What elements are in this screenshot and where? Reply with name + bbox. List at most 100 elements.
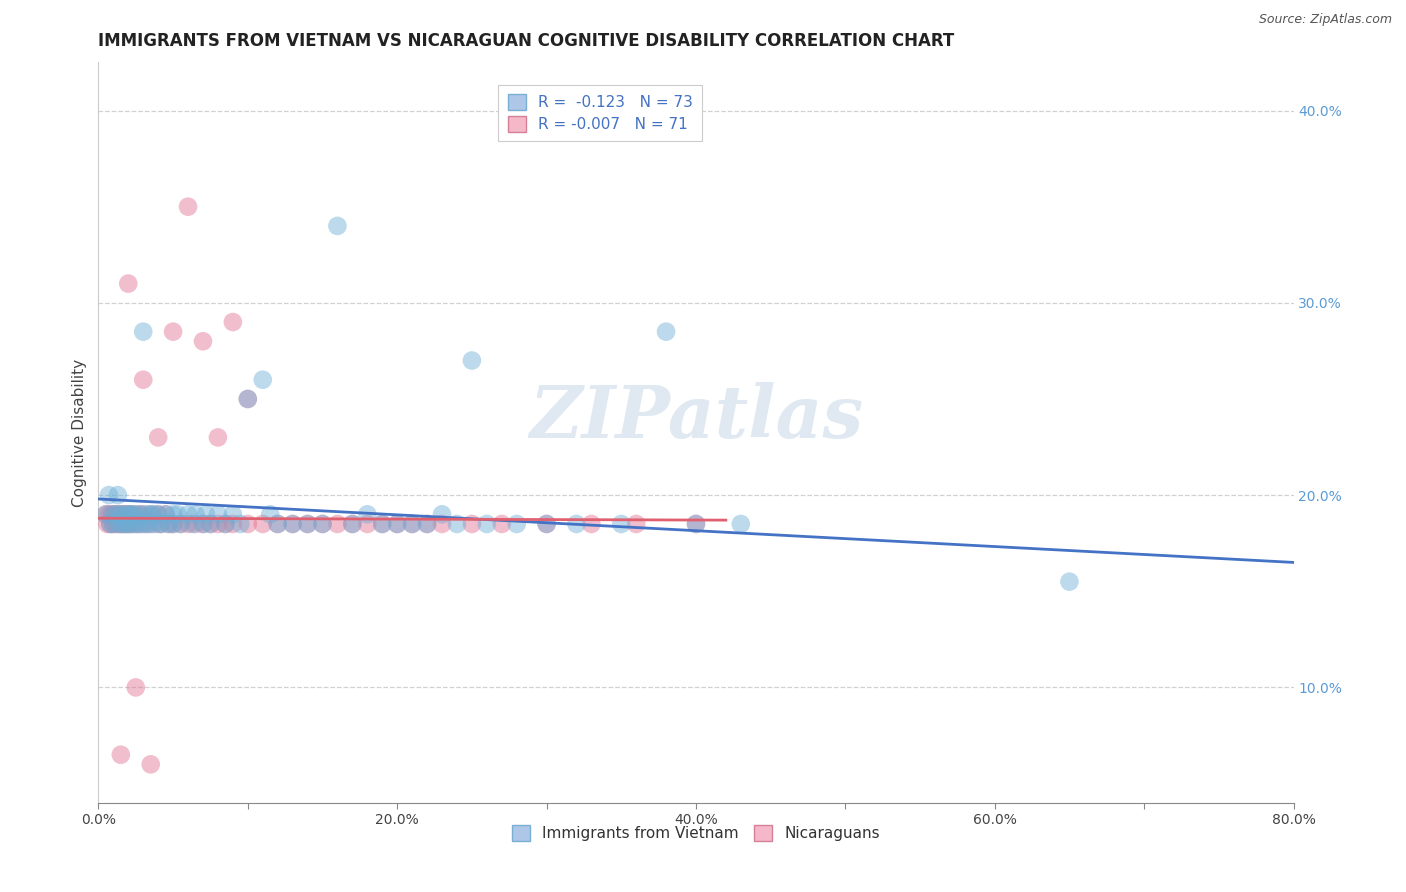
Point — [103, 508, 125, 522]
Point — [117, 516, 139, 531]
Point — [150, 516, 173, 531]
Point — [371, 516, 394, 531]
Point — [94, 508, 117, 522]
Point — [214, 516, 236, 531]
Point — [97, 508, 120, 522]
Point — [326, 516, 349, 531]
Point — [117, 516, 139, 531]
Point — [184, 516, 207, 531]
Point — [155, 508, 177, 522]
Point — [139, 516, 162, 531]
Point — [491, 516, 513, 531]
Point — [342, 516, 364, 531]
Point — [108, 516, 131, 531]
Point — [236, 392, 259, 406]
Point — [259, 508, 281, 522]
Point — [685, 516, 707, 531]
Point — [110, 747, 132, 762]
Point — [214, 516, 236, 531]
Point — [132, 325, 155, 339]
Point — [135, 508, 157, 522]
Point — [128, 508, 150, 522]
Point — [136, 516, 159, 531]
Point — [207, 508, 229, 522]
Point — [184, 508, 207, 522]
Point — [169, 516, 191, 531]
Point — [229, 516, 252, 531]
Point — [297, 516, 319, 531]
Point — [101, 508, 124, 522]
Point — [111, 516, 134, 531]
Point — [125, 516, 148, 531]
Point — [191, 334, 214, 349]
Point — [98, 516, 122, 531]
Point — [166, 508, 188, 522]
Point — [326, 219, 349, 233]
Point — [297, 516, 319, 531]
Point — [162, 516, 184, 531]
Point — [207, 430, 229, 444]
Point — [267, 516, 290, 531]
Point — [142, 516, 165, 531]
Point — [536, 516, 558, 531]
Point — [430, 516, 453, 531]
Point — [108, 516, 131, 531]
Point — [536, 516, 558, 531]
Point — [110, 508, 132, 522]
Point — [416, 516, 439, 531]
Point — [125, 508, 148, 522]
Point — [118, 508, 141, 522]
Point — [118, 508, 141, 522]
Point — [461, 516, 484, 531]
Text: Source: ZipAtlas.com: Source: ZipAtlas.com — [1258, 13, 1392, 27]
Point — [252, 373, 274, 387]
Point — [281, 516, 304, 531]
Point — [207, 516, 229, 531]
Point — [730, 516, 752, 531]
Point — [94, 508, 117, 522]
Point — [120, 516, 142, 531]
Point — [139, 508, 162, 522]
Point — [104, 508, 127, 522]
Point — [105, 508, 128, 522]
Point — [155, 508, 177, 522]
Legend: Immigrants from Vietnam, Nicaraguans: Immigrants from Vietnam, Nicaraguans — [506, 819, 886, 847]
Point — [157, 516, 180, 531]
Y-axis label: Cognitive Disability: Cognitive Disability — [72, 359, 87, 507]
Point — [1059, 574, 1081, 589]
Point — [191, 516, 214, 531]
Point — [103, 516, 125, 531]
Point — [148, 508, 170, 522]
Point — [97, 488, 120, 502]
Point — [430, 508, 453, 522]
Text: IMMIGRANTS FROM VIETNAM VS NICARAGUAN COGNITIVE DISABILITY CORRELATION CHART: IMMIGRANTS FROM VIETNAM VS NICARAGUAN CO… — [98, 32, 955, 50]
Point — [416, 516, 439, 531]
Point — [342, 516, 364, 531]
Point — [114, 516, 136, 531]
Point — [191, 516, 214, 531]
Point — [103, 516, 125, 531]
Point — [200, 516, 222, 531]
Point — [125, 681, 148, 695]
Point — [356, 508, 378, 522]
Point — [236, 516, 259, 531]
Point — [148, 430, 170, 444]
Point — [111, 516, 134, 531]
Text: ZIPatlas: ZIPatlas — [529, 383, 863, 453]
Point — [385, 516, 409, 531]
Point — [107, 508, 129, 522]
Point — [222, 516, 245, 531]
Point — [506, 516, 529, 531]
Point — [132, 516, 155, 531]
Point — [120, 516, 142, 531]
Point — [177, 200, 200, 214]
Point — [626, 516, 648, 531]
Point — [114, 516, 136, 531]
Point — [685, 516, 707, 531]
Point — [139, 757, 162, 772]
Point — [162, 325, 184, 339]
Point — [177, 508, 200, 522]
Point — [129, 508, 152, 522]
Point — [581, 516, 603, 531]
Point — [222, 315, 245, 329]
